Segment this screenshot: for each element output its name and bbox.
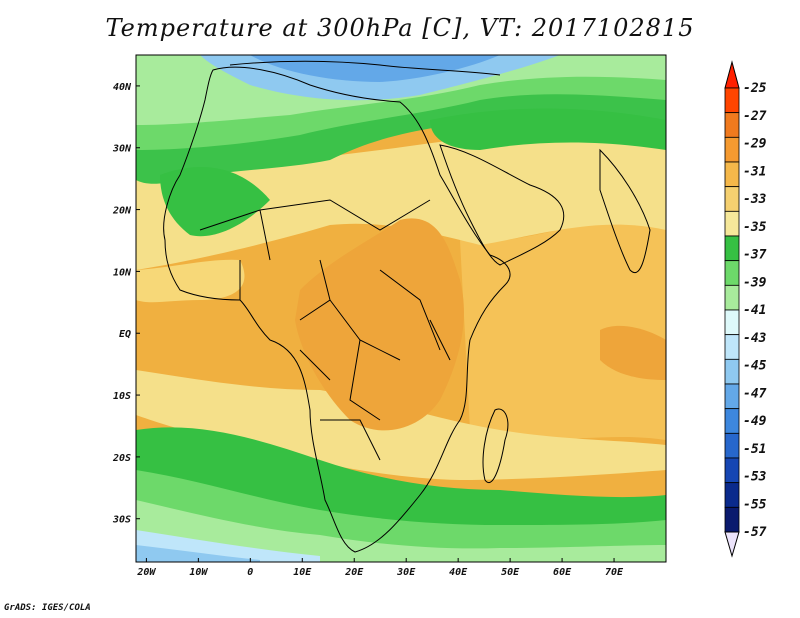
plot-frame	[135, 54, 667, 563]
colorbar-swatch	[724, 186, 740, 212]
y-tick-label: 30N	[112, 144, 132, 155]
africa-coastline	[163, 66, 511, 553]
y-tick-label: 20N	[112, 206, 132, 217]
x-tick-label: 20W	[136, 567, 156, 578]
colorbar-label: -37	[743, 248, 767, 263]
colorbar-swatch	[724, 408, 740, 434]
colorbar-label: -49	[743, 414, 767, 429]
colorbar-label: -29	[743, 137, 767, 152]
y-tick-label: 10S	[113, 391, 131, 402]
colorbar-label: -31	[743, 164, 766, 179]
x-tick-label: 20E	[344, 567, 364, 578]
colorbar-label: -47	[743, 386, 767, 401]
colorbar-label: -41	[743, 303, 766, 318]
colorbar-label: -27	[743, 109, 767, 124]
y-tick-label: 40N	[113, 82, 132, 93]
arabia-green-strip	[430, 108, 666, 150]
colorbar-label: -53	[743, 470, 767, 485]
colorbar-swatch	[724, 506, 740, 533]
indian-ocean-orange	[460, 214, 666, 440]
colorbar: -25 -27 -29 -31 -33 -35 -37 -39 -41 -43 -45 -47 -49 -…	[724, 60, 767, 558]
colorbar-swatch	[724, 112, 740, 138]
x-tick-label: 0	[247, 567, 253, 578]
madagascar	[482, 408, 509, 483]
colorbar-label: -57	[743, 525, 767, 540]
colorbar-label: -43	[743, 331, 767, 346]
east-ocean-core	[600, 325, 666, 380]
colorbar-swatch	[724, 432, 740, 459]
x-tick-label: 70E	[605, 567, 624, 578]
tropical-core	[295, 218, 464, 431]
credit-text: GrADS: IGES/COLA	[4, 603, 91, 613]
y-tick-label: 10N	[113, 267, 132, 278]
colorbar-label: -33	[743, 192, 767, 207]
x-tick-label: 10W	[189, 567, 208, 578]
colorbar-swatch	[724, 457, 740, 484]
y-axis-ticks: 40N 30N 20N 10N EQ 10S 20S 30S	[112, 82, 140, 526]
colorbar-label: -25	[743, 81, 767, 96]
arabian-peninsula	[439, 144, 565, 266]
colorbar-swatch	[724, 260, 740, 286]
mediterranean-north	[229, 60, 501, 76]
x-tick-label: 40E	[449, 567, 468, 578]
west-african-yellow	[136, 259, 245, 303]
colorbar-swatch	[724, 136, 740, 163]
colorbar-swatch	[724, 87, 740, 114]
coastlines	[163, 60, 651, 553]
india-coast	[599, 148, 651, 273]
southern-ocean-blue	[136, 545, 260, 562]
x-tick-label: 60E	[553, 567, 572, 578]
y-tick-label: EQ	[119, 329, 131, 340]
colorbar-swatch	[724, 358, 740, 385]
x-tick-label: 30E	[396, 567, 416, 578]
colorbar-swatch	[724, 309, 740, 336]
colorbar-label: -45	[743, 359, 767, 374]
colorbar-top-arrow	[724, 60, 740, 89]
x-tick-label: 10E	[293, 567, 312, 578]
x-axis-ticks: 20W 10W 0 10E 20E 30E 40E 50E 60E 70E	[136, 558, 624, 578]
colorbar-bottom-arrow	[724, 531, 740, 558]
colorbar-swatch	[724, 284, 740, 311]
southern-pale-green	[136, 500, 666, 562]
x-tick-label: 50E	[501, 567, 520, 578]
colorbar-label: -35	[743, 220, 767, 235]
colorbar-swatch	[724, 482, 740, 508]
y-tick-label: 20S	[112, 453, 131, 464]
colorbar-swatch	[724, 235, 740, 262]
colorbar-label: -51	[743, 442, 766, 457]
colorbar-swatch	[724, 383, 740, 410]
colorbar-swatch	[724, 334, 740, 360]
map-title: Temperature at 300hPa [C], VT: 201710281…	[105, 14, 695, 42]
internal-borders	[199, 199, 451, 461]
y-tick-label: 30S	[112, 515, 131, 526]
colorbar-label: -55	[743, 497, 767, 512]
temperature-field	[136, 55, 666, 562]
colorbar-swatch	[724, 161, 740, 188]
colorbar-swatch	[724, 210, 740, 237]
sahel-light-green	[160, 167, 270, 237]
colorbar-label: -39	[743, 275, 767, 290]
